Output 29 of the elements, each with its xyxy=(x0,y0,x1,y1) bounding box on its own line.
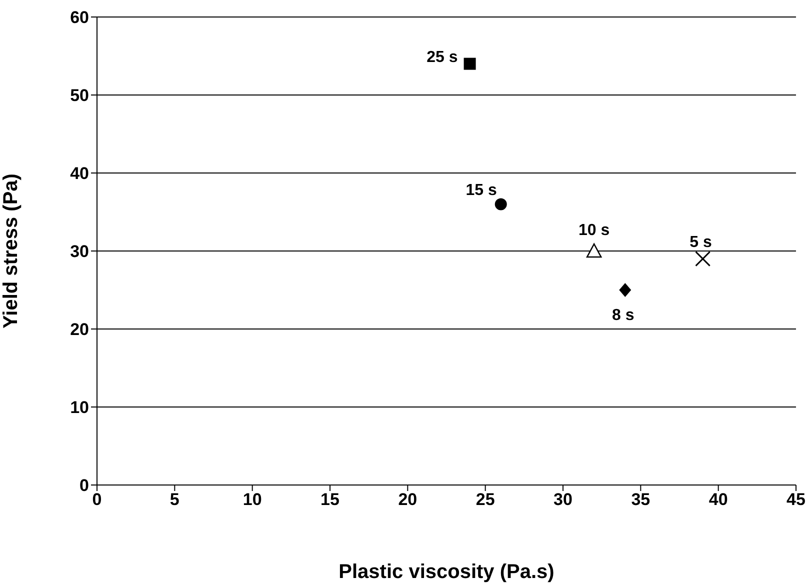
series-label: 8 s xyxy=(612,307,634,324)
series-label: 5 s xyxy=(690,234,712,251)
y-tick-label: 10 xyxy=(70,398,89,418)
y-tick-label: 30 xyxy=(70,242,89,262)
y-axis-title: Yield stress (Pa) xyxy=(0,174,22,328)
y-tick-label: 20 xyxy=(70,320,89,340)
series-label: 15 s xyxy=(466,182,497,200)
point xyxy=(464,58,476,70)
point xyxy=(586,243,602,258)
x-tick-label: 0 xyxy=(92,490,102,510)
x-tick-label: 20 xyxy=(398,490,418,510)
x-tick-label: 15 xyxy=(320,490,340,510)
x-tick-label: 5 xyxy=(170,490,180,510)
point xyxy=(619,283,632,297)
series-label: 25 s xyxy=(426,48,458,66)
x-tick-label: 40 xyxy=(708,490,728,510)
point xyxy=(695,251,711,267)
series-label: 10 s xyxy=(578,222,610,239)
point xyxy=(494,198,507,210)
x-tick-label: 25 xyxy=(476,490,495,510)
y-tick-label: 60 xyxy=(70,8,89,28)
y-tick-label: 0 xyxy=(80,476,89,496)
y-tick-label: 50 xyxy=(70,86,89,106)
x-tick-label: 35 xyxy=(631,490,650,510)
x-tick-label: 10 xyxy=(242,490,262,510)
x-axis-title: Plastic viscosity (Pa.s) xyxy=(338,561,554,583)
x-tick-label: 30 xyxy=(554,490,572,510)
x-tick-label: 45 xyxy=(786,490,806,510)
y-tick-label: 40 xyxy=(70,164,89,184)
